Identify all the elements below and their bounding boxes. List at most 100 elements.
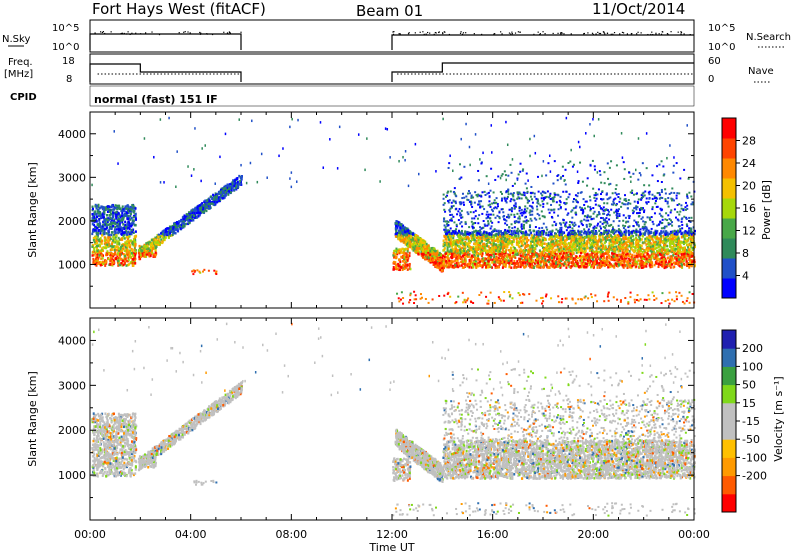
echo-cell [608, 239, 611, 242]
echo-cell [97, 232, 100, 235]
echo-cell [187, 215, 190, 219]
echo-cell [199, 271, 202, 274]
nsky-label: N.Sky [2, 34, 30, 45]
echo-cell [445, 261, 448, 265]
nsky-point [434, 31, 436, 34]
echo-cell [191, 211, 194, 215]
echo-cell [199, 211, 202, 215]
echo-cell [406, 227, 409, 231]
echo-cell [185, 222, 188, 226]
echo-cell [238, 174, 241, 178]
echo-cell [662, 234, 665, 238]
echo-cell [435, 250, 438, 253]
echo-cell [122, 208, 125, 211]
echo-cell [456, 264, 459, 268]
echo-cell [410, 240, 413, 243]
echo-cell [546, 249, 549, 252]
echo-cell [114, 241, 117, 244]
echo-cell [659, 250, 662, 253]
echo-cell [115, 234, 118, 238]
echo-cell [665, 230, 668, 233]
echo-cell [183, 222, 186, 226]
echo-cell [399, 231, 402, 234]
echo-cell [215, 270, 218, 273]
echo-cell [512, 245, 515, 249]
echo-cell [127, 251, 130, 254]
echo-cell [176, 224, 179, 228]
echo-cell [693, 229, 696, 233]
echo-cell [442, 260, 445, 264]
echo-cell [143, 251, 146, 255]
nsky-point [199, 31, 201, 34]
echo-cell [215, 196, 218, 199]
echo-cell [414, 245, 417, 248]
echo-cell [546, 244, 549, 247]
echo-cell [432, 259, 435, 262]
echo-cell [510, 230, 513, 233]
echo-cell [132, 215, 135, 219]
echo-cell [431, 258, 434, 261]
power-data [91, 116, 696, 305]
echo-cell [94, 236, 97, 239]
echo-cell [214, 192, 217, 195]
echo-cell [402, 224, 405, 228]
nsky-point [640, 32, 642, 34]
echo-cell [117, 212, 120, 215]
echo-cell [537, 266, 540, 269]
echo-cell [95, 212, 98, 216]
echo-cell [649, 245, 652, 249]
echo-cell [565, 234, 568, 238]
echo-cell [94, 252, 97, 255]
echo-cell [525, 256, 528, 260]
echo-cell [105, 223, 108, 226]
echo-cell [666, 244, 669, 248]
nsky-point [223, 31, 225, 33]
echo-cell [551, 238, 554, 241]
echo-cell [435, 257, 438, 260]
echo-cell [412, 243, 415, 247]
echo-cell [533, 262, 536, 265]
echo-cell [560, 259, 563, 263]
echo-cell [567, 263, 570, 267]
echo-cell [112, 214, 115, 217]
echo-cell [565, 238, 568, 241]
echo-cell [110, 227, 113, 231]
echo-cell [404, 235, 407, 239]
echo-cell [399, 229, 402, 232]
echo-cell [656, 243, 659, 246]
echo-cell [151, 242, 154, 245]
echo-cell [622, 253, 625, 257]
echo-cell [100, 254, 103, 257]
nsky-point [441, 32, 444, 34]
echo-cell [685, 230, 688, 234]
echo-cell [156, 234, 159, 237]
echo-cell [193, 216, 196, 219]
echo-cell [409, 236, 412, 239]
echo-cell [119, 247, 122, 250]
echo-cell [182, 223, 185, 226]
echo-cell [428, 252, 431, 255]
echo-cell [109, 222, 112, 226]
echo-cell [106, 224, 109, 228]
echo-cell [228, 183, 231, 186]
echo-cell [407, 244, 410, 248]
echo-cell [138, 255, 141, 259]
echo-cell [559, 251, 562, 254]
echo-cell [629, 236, 632, 240]
echo-cell [109, 259, 112, 262]
echo-cell [516, 243, 519, 246]
echo-cell [630, 248, 633, 251]
echo-cell [424, 251, 427, 255]
echo-cell [583, 237, 586, 240]
echo-cell [404, 243, 407, 246]
echo-cell [659, 233, 662, 236]
echo-cell [224, 191, 227, 194]
echo-cell [124, 207, 127, 210]
echo-cell [119, 207, 122, 210]
echo-cell [116, 240, 119, 244]
echo-cell [131, 204, 134, 207]
echo-cell [557, 265, 560, 268]
echo-cell [239, 183, 242, 186]
echo-cell [404, 230, 407, 234]
echo-cell [127, 214, 130, 218]
